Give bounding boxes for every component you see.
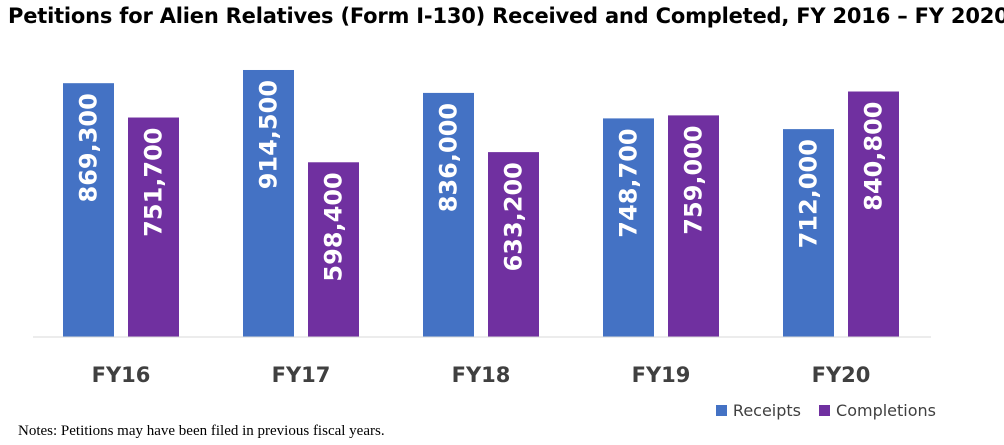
legend-item-receipts: Receipts xyxy=(715,401,802,420)
data-label-receipts-fy20: 712,000 xyxy=(795,139,823,248)
data-label-completions-fy20: 840,800 xyxy=(860,102,888,211)
bar-completions-fy19 xyxy=(668,115,719,337)
legend-item-completions: Completions xyxy=(819,401,936,420)
legend-swatch-completions xyxy=(819,405,831,416)
x-tick-label-fy20: FY20 xyxy=(812,363,871,387)
data-label-receipts-fy18: 836,000 xyxy=(435,103,463,212)
bar-receipts-fy17 xyxy=(243,69,294,337)
bar-receipts-fy16 xyxy=(63,83,114,338)
data-label-completions-fy18: 633,200 xyxy=(500,162,528,271)
bar-completions-fy18 xyxy=(488,152,539,337)
legend-label-receipts: Receipts xyxy=(732,401,802,420)
chart-title: Petitions for Alien Relatives (Form I-13… xyxy=(8,4,1004,28)
x-tick-label-fy19: FY19 xyxy=(632,363,691,387)
data-label-completions-fy19: 759,000 xyxy=(680,125,708,234)
data-label-completions-fy16: 751,700 xyxy=(140,128,168,237)
data-label-receipts-fy16: 869,300 xyxy=(75,93,103,202)
bar-completions-fy17 xyxy=(308,162,359,337)
x-tick-label-fy16: FY16 xyxy=(92,363,151,387)
x-tick-label-fy17: FY17 xyxy=(272,363,331,387)
x-tick-label-fy18: FY18 xyxy=(452,363,511,387)
bar-receipts-fy18 xyxy=(423,92,474,337)
bar-receipts-fy20 xyxy=(783,129,834,337)
chart-notes: Notes: Petitions may have been filed in … xyxy=(18,423,385,439)
data-label-receipts-fy17: 914,500 xyxy=(255,80,283,189)
legend-swatch-receipts xyxy=(715,405,727,416)
legend-label-completions: Completions xyxy=(836,401,936,420)
bar-receipts-fy19 xyxy=(603,118,654,337)
data-label-receipts-fy19: 748,700 xyxy=(615,128,643,237)
bar-chart: 869,300 751,700 914,500 598,400 836,000 633,2… xyxy=(33,69,931,387)
bar-completions-fy16 xyxy=(128,117,179,337)
legend: Receipts Completions xyxy=(715,401,936,420)
bar-completions-fy20 xyxy=(848,91,899,337)
data-label-completions-fy17: 598,400 xyxy=(320,172,348,281)
